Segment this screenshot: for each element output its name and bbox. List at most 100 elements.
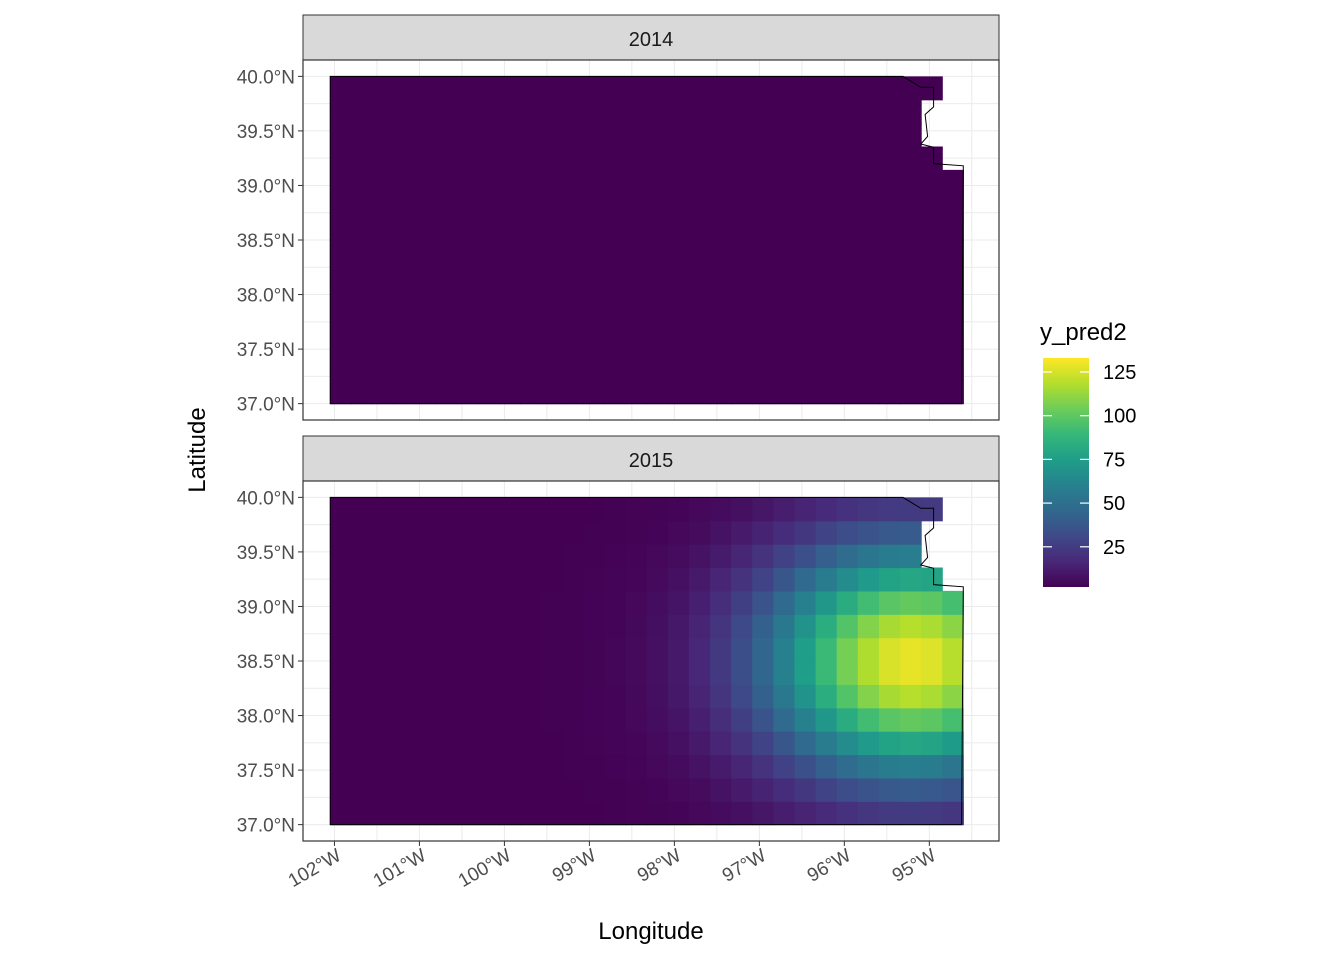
x-axis-ticks: 102°W 101°W 100°W 99°W 98°W 97°W 96°W 95°W [285,841,940,892]
heatmap-cell [752,801,774,826]
heatmap-cell [731,754,753,779]
heatmap-cell [520,76,542,101]
heatmap-cell [372,520,395,545]
heatmap-cell [773,520,796,545]
heatmap-cell [731,263,753,288]
heatmap-cell [604,707,627,732]
heatmap-cell [857,263,880,288]
heatmap-cell [815,567,838,592]
heatmap-cell [899,263,922,288]
heatmap-cell [541,801,563,826]
heatmap-cell [942,333,964,358]
heatmap-cell [815,707,838,732]
heatmap-cell [752,99,774,124]
heatmap-cell [773,310,796,335]
y-tick-label: 37.0°N [237,816,295,837]
heatmap-cell [836,614,859,639]
heatmap-cell [857,684,880,709]
heatmap-cell [393,99,416,124]
heatmap-cell [710,590,732,615]
heatmap-cell [456,614,479,639]
heatmap-cell [604,497,627,522]
heatmap-cell [583,590,606,615]
heatmap-cell [815,380,838,405]
heatmap-cell [562,333,585,358]
x-tick-label: 99°W [549,845,600,887]
heatmap-cell [520,169,542,194]
heatmap-cell [836,193,859,218]
heatmap-cell [625,614,648,639]
heatmap-cell [330,263,352,288]
heatmap-cell [857,777,880,802]
heatmap-cell [710,731,732,756]
heatmap-cell [456,240,479,264]
heatmap-cell [899,99,922,124]
heatmap-cell [456,310,479,335]
heatmap-cell [330,731,352,756]
heatmap-cell [688,544,711,569]
heatmap-cell [520,356,542,381]
heatmap-cell [667,310,690,335]
heatmap-cell [520,544,542,569]
heatmap-cell [351,754,374,779]
heatmap-cell [393,731,416,756]
heatmap-cell [646,567,669,592]
heatmap-cell [541,731,563,756]
heatmap-cell [330,684,352,709]
heatmap-cell [541,544,563,569]
heatmap-cell [794,240,817,264]
heatmap-cell [794,544,817,569]
heatmap-cell [794,99,817,124]
heatmap-cell [562,707,585,732]
heatmap-cell [815,684,838,709]
heatmap-cell [520,193,542,218]
heatmap-cell [710,497,732,522]
heatmap-cell [646,333,669,358]
facet-panel-2014: 2014 40.0°N 39.5°N 39.0°N 38.5°N 38.0°N 37.5°… [237,14,1000,421]
heatmap-cell [921,310,943,335]
facet-strip-2015 [302,435,1000,482]
colorbar-tick-label: 50 [1103,493,1125,515]
heatmap-cell [857,123,880,148]
heatmap-cell [372,590,395,615]
heatmap-cell [921,356,943,381]
heatmap-cell [414,240,437,264]
heatmap-cell [330,356,352,381]
heatmap-cell [688,380,711,405]
heatmap-cell [393,567,416,592]
heatmap-cell [393,356,416,381]
heatmap-cell [499,637,521,662]
heatmap-cell [815,146,838,171]
heatmap-cell [899,356,922,381]
y-tick-label: 40.0°N [237,488,295,509]
heatmap-cell [435,333,458,358]
heatmap-cell [646,801,669,826]
heatmap-cell [773,240,796,264]
heatmap-cell [435,146,458,171]
heatmap-cell [688,777,711,802]
heatmap-cell [731,240,753,264]
heatmap-cell [330,99,352,124]
heatmap-cell [773,497,796,522]
heatmap-cell [688,754,711,779]
heatmap-cell [625,520,648,545]
heatmap-cell [414,567,437,592]
heatmap-cell [752,216,774,241]
colorbar-ticks: 25 50 75 100 125 [1043,362,1136,559]
heatmap-cell [794,801,817,826]
heatmap-cell [625,380,648,405]
heatmap-cell [520,310,542,335]
heatmap-cell [921,286,943,311]
heatmap-cell [815,123,838,148]
x-axis-title: Longitude [598,918,703,945]
heatmap-cell [752,193,774,218]
heatmap-cell [562,99,585,124]
heatmap-cell [899,123,922,148]
heatmap-cell [414,286,437,311]
heatmap-cell [731,544,753,569]
heatmap-cell [414,590,437,615]
heatmap-cell [330,777,352,802]
heatmap-cell [625,99,648,124]
heatmap-cell [351,614,374,639]
